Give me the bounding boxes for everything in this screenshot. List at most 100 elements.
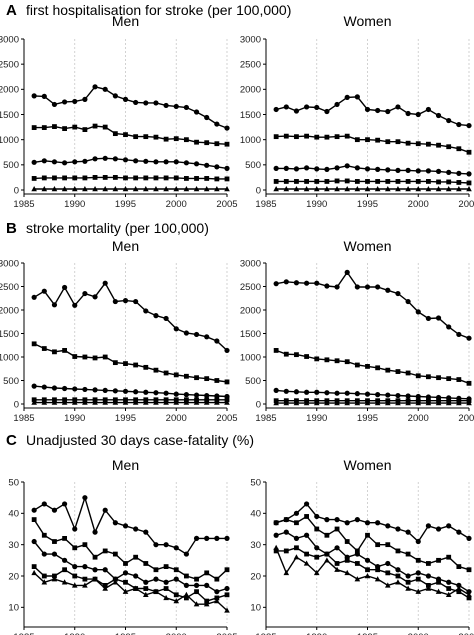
data-point-triangle bbox=[214, 399, 220, 405]
series-3 bbox=[31, 383, 230, 400]
data-point-circle bbox=[193, 161, 200, 167]
data-point-circle bbox=[273, 532, 279, 538]
chart-title: Women bbox=[344, 13, 392, 29]
data-point-square bbox=[314, 179, 320, 184]
data-point-circle bbox=[112, 156, 118, 162]
y-tick-label: 50 bbox=[8, 477, 19, 488]
series-line bbox=[34, 86, 228, 129]
data-point-triangle bbox=[143, 399, 149, 405]
data-point-triangle bbox=[224, 399, 230, 405]
data-point-square bbox=[375, 365, 381, 371]
data-point-circle bbox=[273, 387, 279, 393]
data-point-square bbox=[102, 548, 108, 554]
data-point-square bbox=[123, 361, 128, 366]
data-point-circle bbox=[204, 162, 210, 168]
data-point-circle bbox=[153, 159, 159, 165]
data-point-square bbox=[324, 179, 330, 184]
data-point-triangle bbox=[364, 573, 371, 579]
data-point-triangle bbox=[456, 400, 462, 406]
data-point-circle bbox=[304, 501, 310, 507]
data-point-square bbox=[436, 579, 441, 585]
series-2 bbox=[273, 348, 472, 386]
x-tick-label: 1985 bbox=[13, 632, 34, 635]
data-point-square bbox=[304, 354, 309, 359]
data-point-square bbox=[334, 358, 340, 364]
data-point-square bbox=[294, 179, 299, 184]
series-5 bbox=[273, 544, 472, 597]
data-point-square bbox=[52, 124, 57, 129]
data-point-square bbox=[194, 375, 199, 381]
data-point-square bbox=[456, 564, 462, 569]
data-point-square bbox=[415, 557, 421, 563]
series-1 bbox=[273, 94, 472, 129]
data-point-circle bbox=[204, 114, 210, 121]
data-point-circle bbox=[283, 388, 289, 394]
chart-title: Women bbox=[344, 457, 392, 473]
data-point-square bbox=[112, 576, 118, 582]
data-point-square bbox=[173, 567, 179, 573]
data-point-circle bbox=[466, 171, 472, 177]
data-point-circle bbox=[133, 573, 139, 579]
data-point-circle bbox=[62, 284, 68, 291]
data-point-triangle bbox=[112, 399, 119, 405]
data-point-square bbox=[456, 377, 462, 382]
data-point-square bbox=[273, 179, 279, 184]
data-point-triangle bbox=[283, 569, 290, 576]
data-point-circle bbox=[193, 109, 200, 115]
data-point-triangle bbox=[273, 400, 279, 406]
data-point-square bbox=[334, 526, 340, 532]
data-point-circle bbox=[122, 570, 129, 576]
data-point-triangle bbox=[61, 185, 68, 192]
data-point-circle bbox=[354, 391, 360, 397]
data-point-square bbox=[294, 545, 299, 551]
data-point-circle bbox=[163, 542, 169, 548]
data-point-triangle bbox=[71, 399, 78, 405]
data-point-square bbox=[436, 557, 441, 563]
data-point-triangle bbox=[445, 591, 452, 597]
data-point-triangle bbox=[374, 576, 381, 582]
data-point-square bbox=[52, 573, 57, 579]
data-point-square bbox=[112, 131, 118, 137]
data-point-circle bbox=[133, 298, 139, 305]
data-point-square bbox=[92, 554, 98, 560]
data-point-circle bbox=[425, 315, 431, 322]
y-tick-label: 50 bbox=[250, 477, 261, 488]
data-point-circle bbox=[62, 385, 68, 392]
data-point-circle bbox=[415, 111, 421, 118]
data-point-circle bbox=[133, 389, 139, 395]
data-point-circle bbox=[334, 284, 340, 290]
data-point-square bbox=[31, 341, 37, 347]
data-point-square bbox=[123, 132, 128, 138]
series-3 bbox=[273, 387, 472, 402]
data-point-triangle bbox=[354, 400, 361, 406]
data-point-circle bbox=[364, 557, 371, 563]
data-point-square bbox=[92, 355, 98, 361]
data-point-circle bbox=[92, 567, 98, 573]
data-point-circle bbox=[122, 388, 129, 394]
y-tick-label: 2000 bbox=[240, 305, 261, 316]
series-3 bbox=[31, 155, 230, 171]
data-point-triangle bbox=[51, 576, 58, 582]
data-point-triangle bbox=[173, 598, 180, 604]
data-point-square bbox=[375, 137, 381, 143]
series-2 bbox=[273, 514, 472, 573]
data-point-square bbox=[344, 178, 350, 184]
data-point-circle bbox=[425, 106, 431, 113]
data-point-circle bbox=[193, 331, 200, 338]
data-point-circle bbox=[163, 579, 169, 585]
data-point-square bbox=[123, 561, 128, 566]
data-point-triangle bbox=[61, 399, 68, 405]
x-tick-label: 1990 bbox=[306, 413, 327, 424]
data-point-triangle bbox=[163, 399, 169, 405]
data-point-circle bbox=[425, 523, 431, 529]
y-tick-label: 20 bbox=[8, 571, 19, 582]
x-tick-label: 1985 bbox=[13, 413, 34, 424]
data-point-triangle bbox=[193, 601, 200, 607]
data-point-triangle bbox=[395, 185, 401, 192]
data-point-circle bbox=[293, 108, 300, 114]
data-point-triangle bbox=[31, 569, 37, 576]
data-point-triangle bbox=[193, 185, 200, 192]
data-point-square bbox=[62, 567, 67, 573]
data-point-square bbox=[466, 567, 472, 573]
data-point-circle bbox=[224, 535, 230, 542]
